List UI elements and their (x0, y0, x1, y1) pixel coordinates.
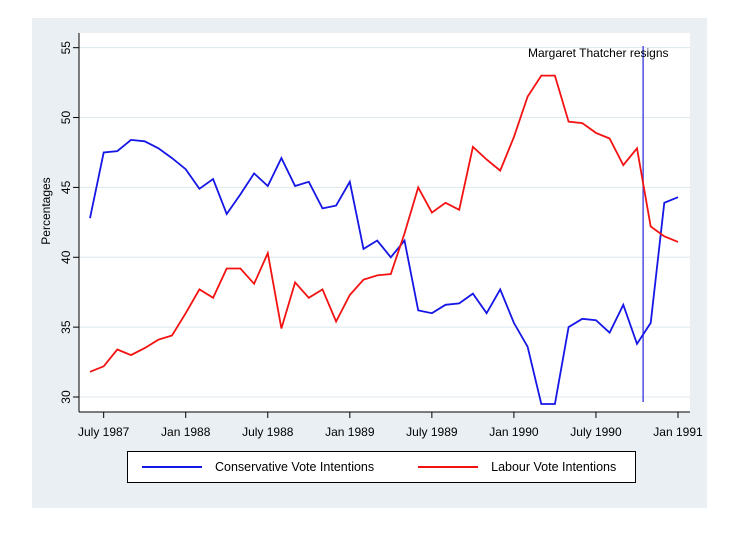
legend-label-conservative: Conservative Vote Intentions (215, 460, 375, 474)
x-tick-label: July 1987 (78, 425, 130, 439)
legend-line-sample-conservative (142, 466, 202, 468)
x-tick-label: July 1990 (570, 425, 622, 439)
legend-line-sample-labour (418, 466, 479, 468)
conservative-line (89, 138, 679, 405)
plot-background (79, 33, 690, 412)
y-tick-label: 45 (59, 180, 73, 194)
y-tick-label: 35 (59, 320, 73, 334)
legend-label-labour: Labour Vote Intentions (491, 460, 617, 474)
legend: Conservative Vote Intentions Labour Vote… (127, 451, 636, 483)
y-axis-title: Percentages (39, 177, 53, 245)
y-tick-label: 40 (59, 250, 73, 264)
annotation-label: Margaret Thatcher resigns (528, 46, 669, 60)
x-tick-label: Jan 1990 (489, 425, 539, 439)
y-tick-label: 50 (59, 111, 73, 125)
x-tick-label: July 1989 (406, 425, 458, 439)
x-tick-label: Jan 1988 (161, 425, 211, 439)
x-tick-label: July 1988 (242, 425, 294, 439)
x-tick-label: Jan 1989 (325, 425, 375, 439)
labour-line (89, 74, 679, 373)
x-tick-label: Jan 1991 (653, 425, 703, 439)
y-tick-label: 30 (59, 390, 73, 404)
y-tick-label: 55 (59, 41, 73, 55)
